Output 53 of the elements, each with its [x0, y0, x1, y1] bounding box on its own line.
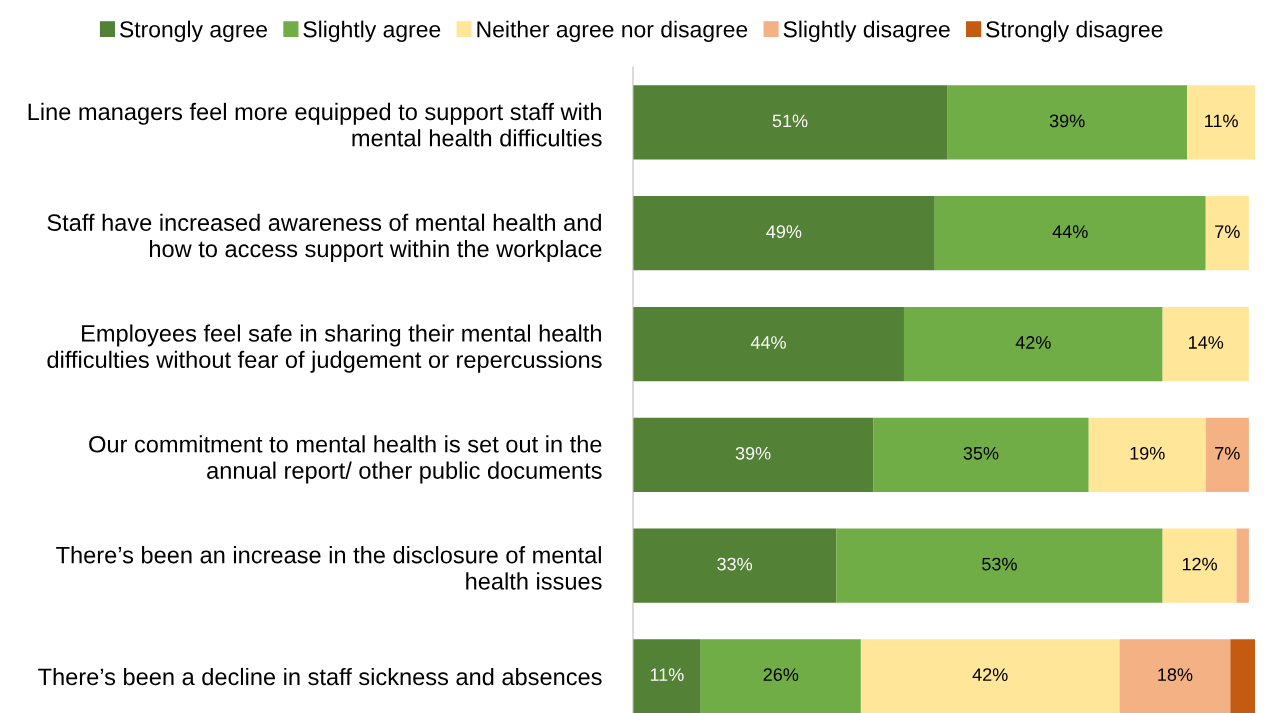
- data-label: 42%: [972, 668, 1008, 681]
- bar: [1119, 639, 1231, 713]
- y-tick-label: There’s been a decline in staff sickness and absences: [38, 667, 602, 686]
- data-label: 49%: [766, 225, 802, 239]
- bar: [934, 196, 1206, 271]
- data-label: 19%: [1130, 446, 1165, 460]
- bar: [1162, 528, 1237, 603]
- bar: [860, 639, 1120, 713]
- data-label: 7%: [1215, 446, 1240, 460]
- y-tick-label: Line managers feel more equipped to support staff with mental health difficulties: [28, 102, 602, 147]
- y-tick-label: There’s been an increase in the disclosure of mental health issues: [56, 546, 602, 590]
- legend-label: Strongly disagree: [986, 20, 1163, 42]
- bar: [1205, 417, 1249, 492]
- data-label: 11%: [650, 668, 684, 681]
- bar: [947, 85, 1188, 160]
- data-label: 39%: [735, 446, 771, 460]
- bar: [1230, 639, 1255, 713]
- bar: [633, 528, 837, 603]
- bar: [903, 306, 1163, 382]
- data-label: 11%: [1205, 114, 1238, 128]
- data-label: 51%: [772, 114, 808, 128]
- y-tick-label: Employees feel safe in sharing their mental health difficulties without fear of judgement or repercussions: [47, 324, 602, 373]
- bar: [836, 528, 1163, 603]
- bar: [633, 417, 874, 492]
- y-tick-label: Our commitment to mental health is set out in the annual report/ other public documents: [89, 435, 602, 484]
- bar: [633, 306, 904, 382]
- data-label: 26%: [763, 668, 799, 681]
- data-label: 33%: [717, 557, 753, 571]
- y-tick-label: Staff have increased awareness of mental health and how to access support within the workplace: [47, 213, 602, 262]
- bar: [633, 196, 935, 271]
- bar: [1205, 196, 1249, 271]
- data-label: 12%: [1182, 557, 1217, 571]
- bar: [1236, 528, 1249, 603]
- data-label: 7%: [1215, 225, 1240, 238]
- legend-label: Neither agree nor disagree: [477, 20, 748, 42]
- data-label: 44%: [1052, 225, 1088, 238]
- bar: [1088, 417, 1206, 492]
- data-label: 35%: [963, 446, 999, 460]
- legend-label: Slightly agree: [303, 20, 441, 42]
- bar: [1162, 306, 1249, 382]
- data-label: 44%: [750, 336, 786, 349]
- bar: [633, 639, 701, 713]
- data-label: 14%: [1189, 336, 1224, 349]
- data-label: 42%: [1015, 336, 1051, 349]
- bar: [873, 417, 1089, 492]
- legend-label: Strongly agree: [119, 20, 267, 42]
- legend-label: Slightly disagree: [783, 20, 950, 42]
- bar: [633, 85, 948, 160]
- bar: [700, 639, 861, 713]
- data-label: 53%: [982, 557, 1017, 571]
- bar: [1187, 85, 1255, 160]
- data-label: 18%: [1158, 668, 1193, 681]
- data-label: 39%: [1049, 114, 1085, 128]
